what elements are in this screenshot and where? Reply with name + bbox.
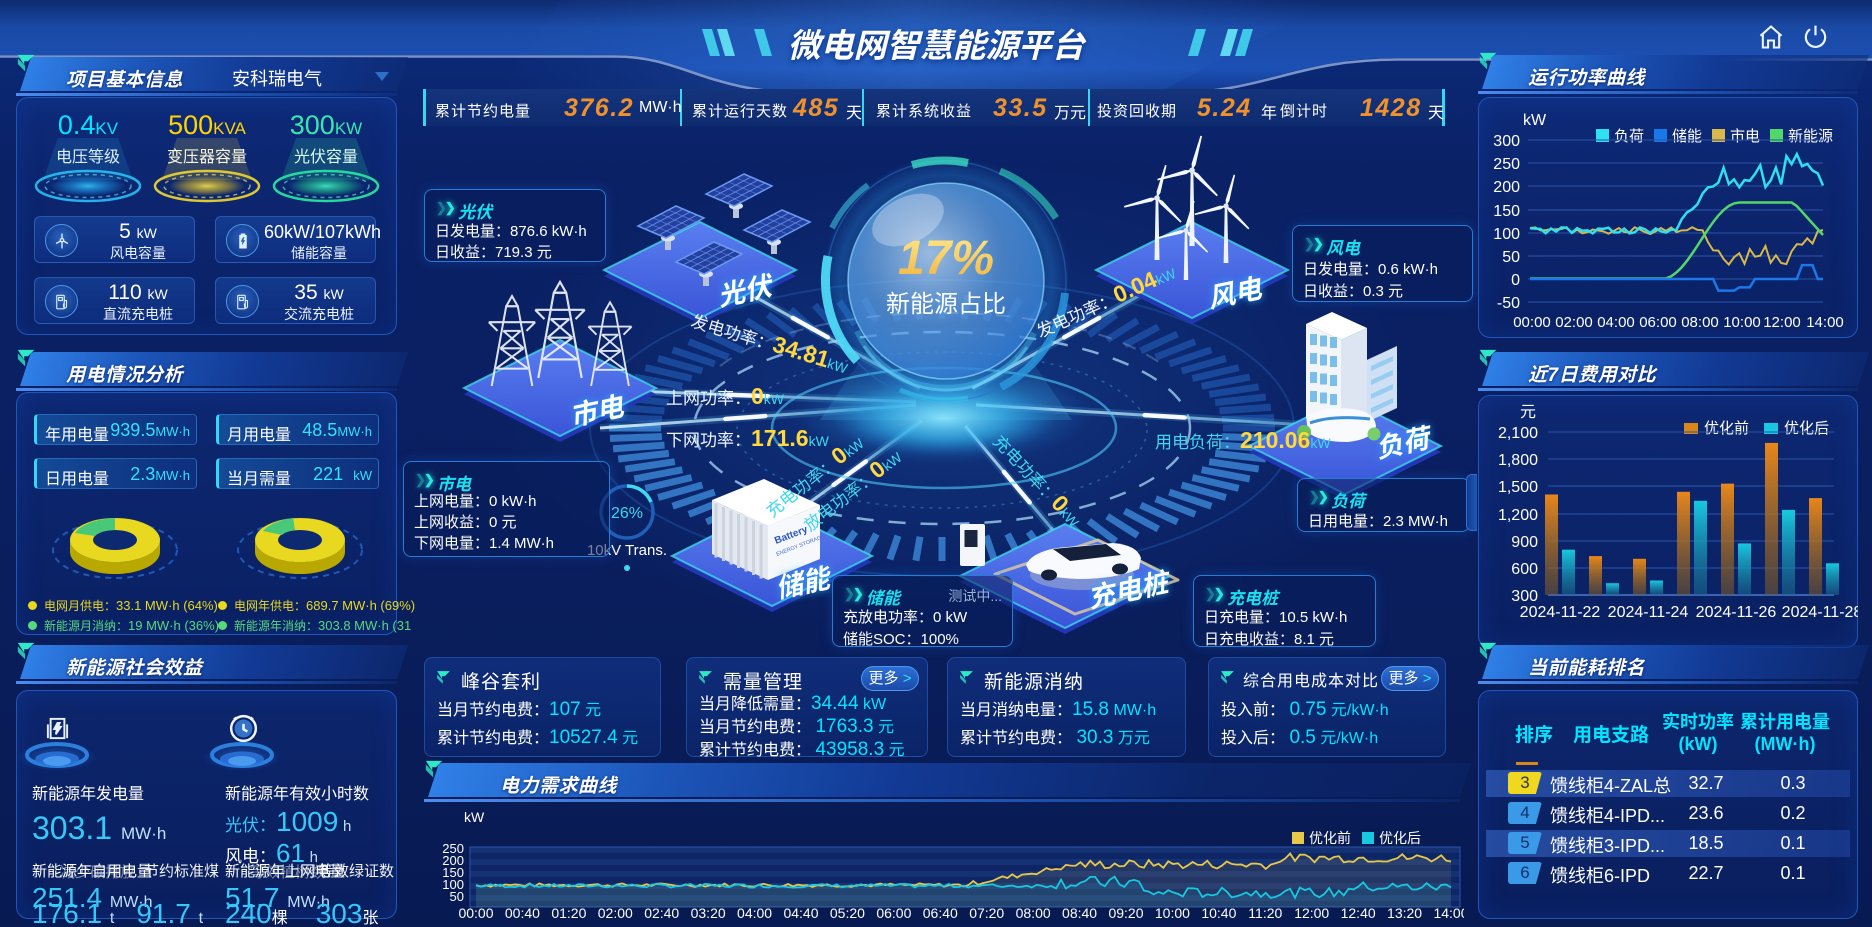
svg-text:13:20: 13:20 (1387, 905, 1422, 921)
svg-text:kW: kW (1523, 112, 1547, 129)
svg-text:市电: 市电 (1730, 128, 1760, 145)
svg-text:06:40: 06:40 (923, 905, 958, 921)
svg-text:上网功率：0kW: 上网功率：0kW (666, 383, 785, 409)
svg-text:1,800: 1,800 (1498, 452, 1538, 469)
svg-text:150: 150 (442, 865, 464, 880)
svg-text:26%: 26% (611, 505, 643, 522)
svg-text:00:00: 00:00 (1513, 314, 1551, 331)
svg-text:150: 150 (1493, 203, 1520, 220)
svg-text:02:00: 02:00 (598, 905, 633, 921)
svg-text:0: 0 (1511, 272, 1520, 289)
svg-text:2024-11-22: 2024-11-22 (1520, 604, 1601, 621)
svg-text:07:20: 07:20 (969, 905, 1004, 921)
svg-text:2024-11-28: 2024-11-28 (1782, 604, 1858, 621)
svg-text:02:40: 02:40 (644, 905, 679, 921)
svg-text:2024-11-24: 2024-11-24 (1608, 604, 1689, 621)
svg-text:09:20: 09:20 (1108, 905, 1143, 921)
svg-text:100: 100 (442, 877, 464, 892)
svg-text:-50: -50 (1497, 295, 1520, 312)
svg-text:储能: 储能 (1672, 128, 1702, 145)
svg-text:300: 300 (1493, 133, 1520, 150)
svg-text:负荷: 负荷 (1614, 128, 1644, 145)
svg-text:08:00: 08:00 (1016, 905, 1051, 921)
svg-text:06:00: 06:00 (876, 905, 911, 921)
svg-text:优化前: 优化前 (1704, 420, 1749, 437)
svg-text:12:40: 12:40 (1341, 905, 1376, 921)
svg-text:2024-11-26: 2024-11-26 (1696, 604, 1777, 621)
svg-text:17%: 17% (898, 232, 994, 285)
svg-text:12:00: 12:00 (1294, 905, 1329, 921)
svg-text:900: 900 (1511, 534, 1538, 551)
svg-text:12:00: 12:00 (1763, 314, 1801, 331)
svg-text:新能源: 新能源 (1788, 128, 1833, 145)
svg-text:新能源占比: 新能源占比 (886, 291, 1006, 318)
svg-text:05:20: 05:20 (830, 905, 865, 921)
svg-text:10:00: 10:00 (1155, 905, 1190, 921)
svg-text:250: 250 (1493, 156, 1520, 173)
svg-text:元: 元 (1520, 404, 1536, 421)
svg-text:优化后: 优化后 (1379, 830, 1421, 846)
svg-text:50: 50 (450, 889, 464, 904)
svg-text:优化后: 优化后 (1784, 420, 1829, 437)
svg-text:03:20: 03:20 (691, 905, 726, 921)
svg-text:06:00: 06:00 (1639, 314, 1677, 331)
svg-text:1,500: 1,500 (1498, 479, 1538, 496)
svg-text:下网功率：171.6kW: 下网功率：171.6kW (666, 425, 830, 451)
svg-text:50: 50 (1502, 249, 1520, 266)
svg-text:600: 600 (1511, 561, 1538, 578)
svg-text:优化前: 优化前 (1309, 830, 1351, 846)
svg-text:01:20: 01:20 (551, 905, 586, 921)
svg-text:200: 200 (1493, 179, 1520, 196)
svg-text:02:00: 02:00 (1555, 314, 1593, 331)
svg-text:08:00: 08:00 (1681, 314, 1719, 331)
svg-text:2,100: 2,100 (1498, 425, 1538, 442)
svg-text:250: 250 (442, 841, 464, 856)
svg-text:04:00: 04:00 (737, 905, 772, 921)
svg-text:10:00: 10:00 (1723, 314, 1761, 331)
svg-text:kW: kW (464, 809, 485, 825)
svg-text:11:20: 11:20 (1248, 905, 1282, 921)
svg-text:08:40: 08:40 (1062, 905, 1097, 921)
svg-text:00:40: 00:40 (505, 905, 540, 921)
svg-text:04:00: 04:00 (1597, 314, 1635, 331)
svg-text:1,200: 1,200 (1498, 507, 1538, 524)
svg-text:200: 200 (442, 853, 464, 868)
svg-text:300: 300 (1511, 588, 1538, 605)
svg-text:04:40: 04:40 (783, 905, 818, 921)
svg-text:10:40: 10:40 (1201, 905, 1236, 921)
svg-text:用电负荷：210.06kW: 用电负荷：210.06kW (1155, 427, 1331, 453)
svg-text:14:00: 14:00 (1806, 314, 1844, 331)
svg-text:00:00: 00:00 (458, 905, 493, 921)
svg-text:14:00: 14:00 (1433, 905, 1464, 921)
svg-text:100: 100 (1493, 226, 1520, 243)
